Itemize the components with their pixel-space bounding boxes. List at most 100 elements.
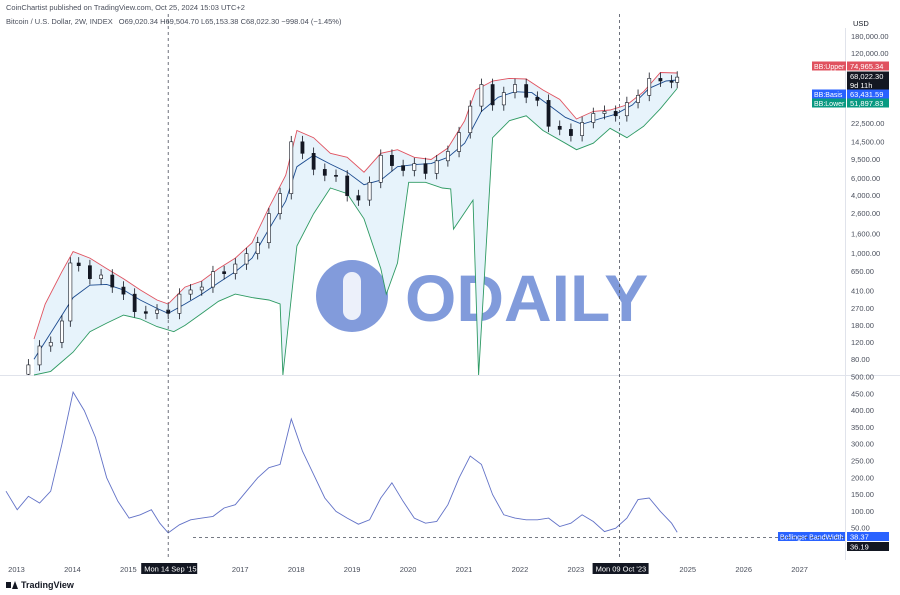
price-candle[interactable] [300,141,305,154]
price-candle[interactable] [479,84,484,107]
price-candle[interactable] [675,76,680,83]
date-marker-box [592,563,649,574]
price-candle[interactable] [401,165,406,171]
badge-label-box [812,61,846,71]
bandwidth-tick-label: 200.00 [851,473,874,482]
price-candle[interactable] [26,364,31,375]
bandwidth-tick-label: 50.00 [851,524,870,533]
price-tick-label: 14,500.00 [851,137,884,146]
price-badge-value: 63,431.59 [850,90,883,99]
price-badge-value: 74,965.34 [850,62,883,71]
tradingview-logo[interactable]: TradingView [6,580,74,590]
price-candle[interactable] [37,345,42,366]
price-candle[interactable] [211,271,215,288]
price-candle[interactable] [278,193,282,214]
price-candle[interactable] [68,262,73,322]
time-axis-label: 2014 [64,565,81,574]
price-candle[interactable] [244,253,249,265]
price-candle[interactable] [60,320,64,343]
badge-label-box [812,98,846,108]
price-candle[interactable] [468,105,473,134]
price-badge [847,89,889,99]
date-marker-box [141,563,198,574]
badge-label-text: BB:Upper [814,64,845,71]
time-axis-label: 2025 [679,565,696,574]
price-candle[interactable] [188,289,193,295]
date-marker-text: Mon 14 Sep '15 [144,565,196,574]
price-candle[interactable] [490,84,495,106]
price-candle[interactable] [624,102,629,117]
price-candle[interactable] [48,342,53,347]
price-candle[interactable] [669,80,674,83]
bb-basis-line[interactable] [33,79,678,360]
price-candle[interactable] [334,175,338,177]
price-candle[interactable] [121,286,126,295]
price-candle[interactable] [613,111,618,117]
price-candle[interactable] [255,242,260,254]
price-candle[interactable] [647,78,652,96]
watermark-text: ODAILY [405,261,648,335]
price-candle[interactable] [658,78,663,82]
price-candle[interactable] [322,169,327,176]
price-candle[interactable] [423,163,428,174]
price-candle[interactable] [602,111,607,114]
price-candle[interactable] [412,163,417,171]
badge-label-box [812,89,846,99]
price-candle[interactable] [155,309,159,314]
ohlc-values: O69,020.34 H69,504.70 L65,153.38 C68,022… [118,17,342,26]
price-candle[interactable] [636,95,640,103]
price-candle[interactable] [557,125,562,130]
price-candle[interactable] [378,154,383,183]
time-axis-label: 2023 [568,565,585,574]
price-candle[interactable] [311,153,316,170]
price-candle[interactable] [199,286,204,291]
badge-label-text: BB:Basis [814,92,843,99]
price-candle[interactable] [434,160,439,174]
price-candle[interactable] [513,84,517,93]
bb-upper-line[interactable] [33,72,678,340]
price-tick-label: 6,000.00 [851,174,880,183]
bandwidth-tick-label: 150.00 [851,490,874,499]
price-candle[interactable] [88,265,92,279]
symbol-name[interactable]: Bitcoin / U.S. Dollar, 2W, INDEX [6,17,113,26]
price-tick-label: 1,000.00 [851,249,880,258]
price-candle[interactable] [580,122,585,136]
price-candle[interactable] [501,92,506,106]
time-axis-label: 2017 [232,565,249,574]
price-candle[interactable] [233,263,238,274]
price-candle[interactable] [266,213,271,243]
price-candle[interactable] [591,113,596,123]
time-axis-label: 2027 [791,565,808,574]
price-badge [847,71,889,81]
price-candle[interactable] [222,271,227,274]
price-candle[interactable] [535,96,540,101]
bb-lower-line[interactable] [33,88,678,376]
price-badge-value: 51,897.83 [850,99,883,108]
price-candle[interactable] [546,100,551,127]
time-axis-label: 2019 [344,565,361,574]
price-candle[interactable] [110,274,115,288]
price-candle[interactable] [569,129,573,136]
price-candle[interactable] [445,151,450,162]
price-candle[interactable] [289,141,294,194]
price-candle[interactable] [356,195,361,201]
price-candle[interactable] [345,175,350,196]
price-candle[interactable] [390,154,394,166]
price-candle[interactable] [177,293,182,314]
price-candle[interactable] [76,262,81,266]
price-badge-value: 9d 11h [850,81,872,90]
publisher-line: CoinChartist published on TradingView.co… [6,3,245,12]
price-candle[interactable] [367,182,372,201]
price-candle[interactable] [457,132,461,152]
price-candle[interactable] [99,274,103,279]
price-candle[interactable] [143,311,148,314]
price-badge [847,80,889,90]
price-candle[interactable] [132,293,137,312]
price-tick-label: 2,600.00 [851,209,880,218]
bandwidth-label-text: Bollinger BandWidth [780,535,844,542]
bandwidth-line[interactable] [5,390,678,534]
bandwidth-tick-label: 500.00 [851,373,874,382]
time-axis-label: 2022 [512,565,529,574]
price-candle[interactable] [524,84,529,98]
